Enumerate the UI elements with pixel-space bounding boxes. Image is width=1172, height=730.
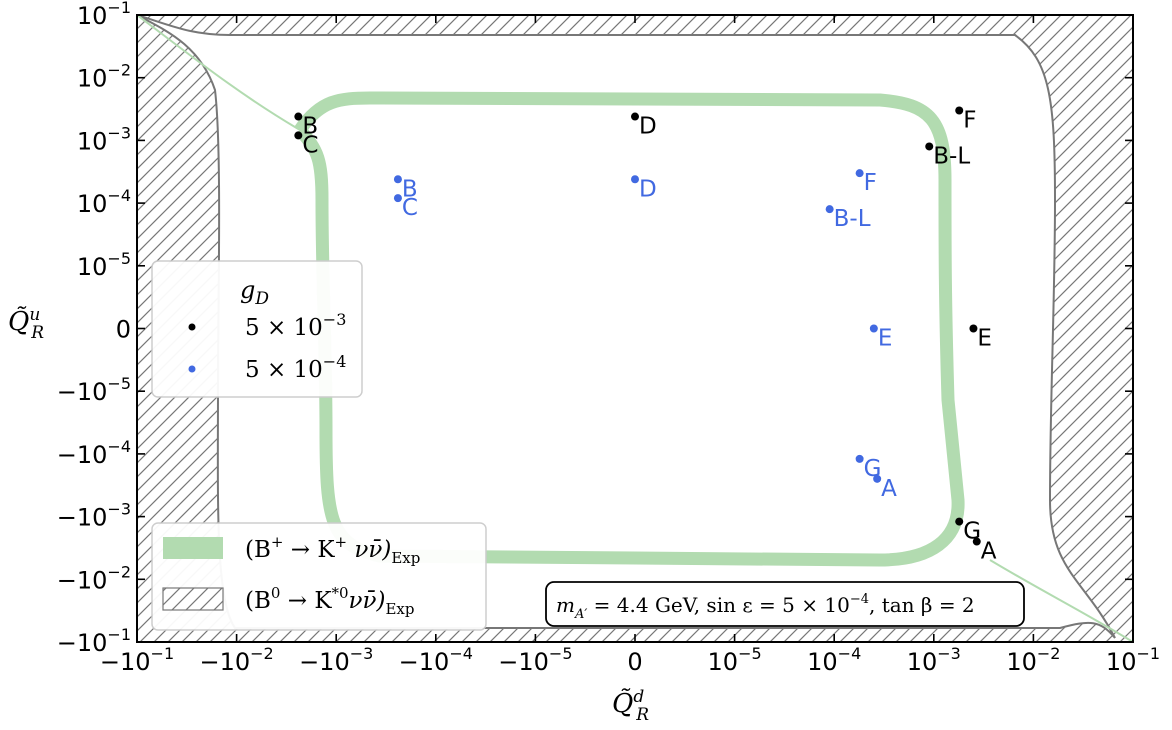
- y-tick-label: −10−2: [57, 562, 131, 594]
- legend-label-green-band: (B+ → K+ νν̄)Exp: [245, 533, 420, 567]
- x-tick-label: 10−1: [1106, 644, 1160, 676]
- data-point: [294, 131, 303, 140]
- x-tick-label: 10−3: [907, 644, 961, 676]
- legend-label-hatched: (B0 → K*0νν̄)Exp: [245, 584, 415, 618]
- legend-marker-black: [188, 323, 196, 331]
- data-point: [869, 324, 878, 333]
- x-tick-label: −10−2: [199, 644, 273, 676]
- parameter-annotation-text: mA′ = 4.4 GeV, sin ε = 5 × 10−4, tan β =…: [556, 592, 975, 622]
- y-tick-label: −10−5: [57, 374, 131, 406]
- x-tick-label: −10−4: [399, 644, 473, 676]
- x-tick-label: 10−2: [1006, 644, 1060, 676]
- data-point: [855, 169, 864, 178]
- data-point-label: C: [302, 132, 318, 158]
- legend-entry-blue: 5 × 10−4: [245, 352, 346, 383]
- y-tick-label: 10−2: [77, 61, 131, 93]
- green-diagonal-upper-left: [137, 15, 301, 131]
- data-point: [873, 474, 882, 483]
- data-point: [631, 175, 639, 184]
- data-point-label: B: [402, 176, 418, 202]
- data-point: [925, 142, 934, 151]
- region-legend: (B+ → K+ νν̄)Exp (B0 → K*0νν̄)Exp: [151, 522, 487, 631]
- data-point: [825, 205, 834, 214]
- data-point-label: A: [881, 476, 897, 502]
- legend-swatch-hatched: [162, 587, 224, 611]
- data-point: [393, 175, 402, 184]
- x-tick-label: 0: [627, 648, 642, 676]
- y-tick-label: 10−3: [77, 123, 131, 155]
- legend-marker-blue: [188, 365, 196, 373]
- y-axis-label: Q̃u R: [8, 305, 44, 343]
- x-tick-label: 10−5: [708, 644, 762, 676]
- y-tick-label: 10−5: [77, 249, 131, 281]
- axis-ticks: −10−1 −10−2 −10−3 −10−4 −10−5 0 10−5 10−4 10−3 10…: [57, 0, 1160, 676]
- green-band-region: [294, 91, 965, 567]
- x-axis-label: Q̃d R: [612, 687, 649, 725]
- data-point-label: E: [878, 326, 893, 352]
- data-point: [955, 106, 964, 115]
- marker-legend: gD 5 × 10−3 5 × 10−4: [151, 260, 363, 398]
- data-point: [631, 112, 639, 121]
- x-tick-label: −10−1: [100, 644, 174, 676]
- x-tick-label: −10−3: [299, 644, 373, 676]
- exclusion-boundary-line: [137, 15, 1116, 639]
- data-point-label: B-L: [834, 206, 871, 232]
- data-point-label: F: [963, 107, 976, 133]
- legend-title: gD: [240, 276, 269, 309]
- data-point: [955, 517, 964, 526]
- data-point: [294, 112, 303, 121]
- x-tick-label: −10−5: [498, 644, 572, 676]
- y-tick-label: 10−4: [77, 186, 131, 218]
- data-point-label: E: [977, 326, 992, 352]
- data-point-label: C: [402, 195, 418, 221]
- parameter-annotation: mA′ = 4.4 GeV, sin ε = 5 × 10−4, tan β =…: [545, 581, 1025, 627]
- green-diagonal-lower-right: [989, 559, 1133, 642]
- y-tick-label: −10−1: [57, 625, 131, 657]
- data-point: [969, 324, 978, 333]
- data-point-label: F: [864, 170, 877, 196]
- legend-entry-black: 5 × 10−3: [245, 310, 346, 341]
- data-point: [855, 454, 864, 463]
- data-point: [393, 194, 402, 203]
- data-point-label: B-L: [933, 143, 970, 169]
- x-tick-label: 10−4: [807, 644, 861, 676]
- y-tick-label: 0: [116, 316, 131, 344]
- y-tick-label: −10−3: [57, 500, 131, 532]
- y-tick-label: 10−1: [77, 0, 131, 30]
- data-point-label: D: [639, 176, 657, 202]
- legend-swatch-green-band: [163, 537, 223, 559]
- data-point-label: B: [302, 114, 318, 140]
- data-point: [972, 537, 981, 546]
- y-tick-label: −10−4: [57, 437, 131, 469]
- data-point-label: D: [639, 114, 657, 140]
- data-point-label: A: [981, 539, 997, 565]
